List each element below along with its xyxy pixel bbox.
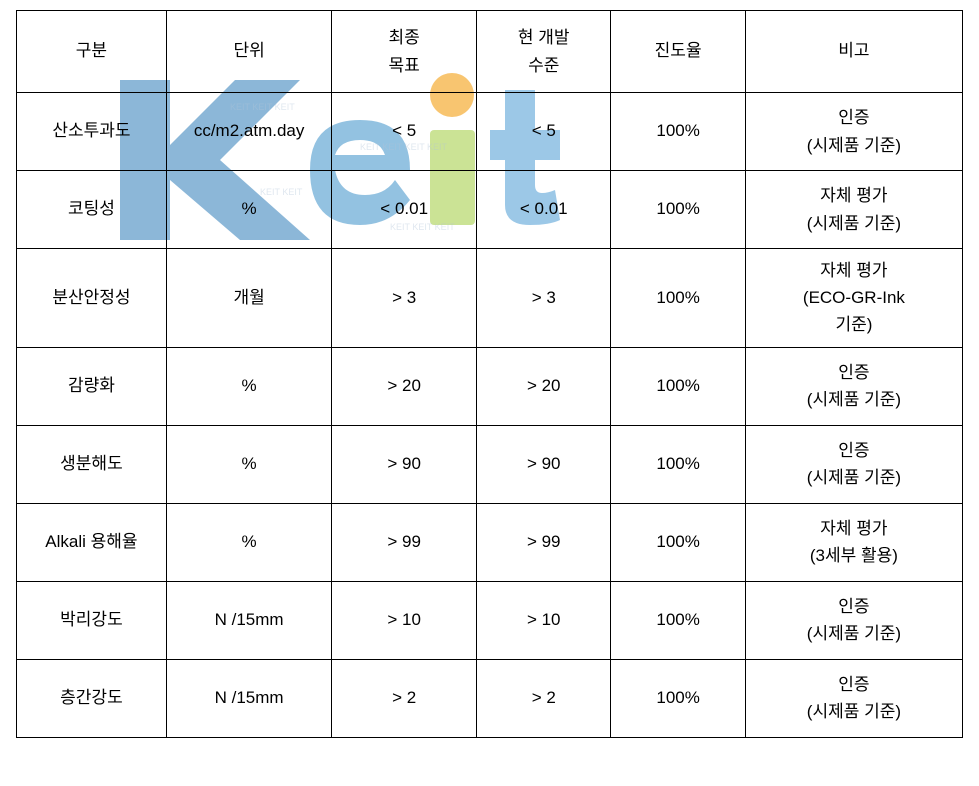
- cell-category: 층간강도: [17, 659, 167, 737]
- header-final-target-l1: 최종: [336, 24, 472, 51]
- cell-target: > 2: [332, 659, 477, 737]
- table-row: 코팅성 % < 0.01 < 0.01 100% 자체 평가 (시제품 기준): [17, 171, 963, 249]
- cell-unit: %: [166, 171, 331, 249]
- header-final-target: 최종 목표: [332, 11, 477, 93]
- table-body: 산소투과도 cc/m2.atm.day < 5 < 5 100% 인증 (시제품…: [17, 93, 963, 738]
- cell-category: 생분해도: [17, 425, 167, 503]
- cell-current: < 5: [477, 93, 611, 171]
- cell-category: Alkali 용해율: [17, 503, 167, 581]
- table-row: 감량화 % > 20 > 20 100% 인증 (시제품 기준): [17, 347, 963, 425]
- remark-l2: (3세부 활용): [750, 542, 958, 569]
- header-category: 구분: [17, 11, 167, 93]
- cell-unit: %: [166, 347, 331, 425]
- header-current-dev: 현 개발 수준: [477, 11, 611, 93]
- table-row: Alkali 용해율 % > 99 > 99 100% 자체 평가 (3세부 활…: [17, 503, 963, 581]
- cell-current: < 0.01: [477, 171, 611, 249]
- table-header-row: 구분 단위 최종 목표 현 개발 수준 진도율 비고: [17, 11, 963, 93]
- cell-unit: 개월: [166, 249, 331, 348]
- cell-category: 산소투과도: [17, 93, 167, 171]
- header-remark: 비고: [745, 11, 962, 93]
- remark-l2: (시제품 기준): [750, 464, 958, 491]
- remark-l1: 자체 평가: [750, 182, 958, 209]
- cell-target: > 90: [332, 425, 477, 503]
- header-current-dev-l2: 수준: [481, 52, 606, 79]
- cell-current: > 3: [477, 249, 611, 348]
- cell-current: > 90: [477, 425, 611, 503]
- cell-target: < 5: [332, 93, 477, 171]
- header-unit: 단위: [166, 11, 331, 93]
- remark-l1: 자체 평가: [750, 257, 958, 284]
- cell-target: < 0.01: [332, 171, 477, 249]
- remark-l2: (ECO-GR-Ink: [750, 284, 958, 311]
- cell-remark: 자체 평가 (3세부 활용): [745, 503, 962, 581]
- data-table: 구분 단위 최종 목표 현 개발 수준 진도율 비고 산소투과도 cc/m2.a…: [16, 10, 963, 738]
- cell-progress: 100%: [611, 425, 745, 503]
- cell-unit: %: [166, 425, 331, 503]
- remark-l2: (시제품 기준): [750, 210, 958, 237]
- remark-l2: (시제품 기준): [750, 386, 958, 413]
- cell-target: > 99: [332, 503, 477, 581]
- cell-remark: 자체 평가 (ECO-GR-Ink 기준): [745, 249, 962, 348]
- cell-unit: %: [166, 503, 331, 581]
- cell-progress: 100%: [611, 581, 745, 659]
- cell-unit: N /15mm: [166, 659, 331, 737]
- table-row: 생분해도 % > 90 > 90 100% 인증 (시제품 기준): [17, 425, 963, 503]
- remark-l3: 기준): [750, 311, 958, 338]
- cell-category: 코팅성: [17, 171, 167, 249]
- cell-category: 박리강도: [17, 581, 167, 659]
- cell-remark: 자체 평가 (시제품 기준): [745, 171, 962, 249]
- cell-progress: 100%: [611, 503, 745, 581]
- table-row: 분산안정성 개월 > 3 > 3 100% 자체 평가 (ECO-GR-Ink …: [17, 249, 963, 348]
- remark-l2: (시제품 기준): [750, 132, 958, 159]
- cell-current: > 20: [477, 347, 611, 425]
- remark-l1: 인증: [750, 593, 958, 620]
- cell-progress: 100%: [611, 659, 745, 737]
- cell-target: > 3: [332, 249, 477, 348]
- cell-category: 분산안정성: [17, 249, 167, 348]
- header-progress: 진도율: [611, 11, 745, 93]
- cell-category: 감량화: [17, 347, 167, 425]
- cell-remark: 인증 (시제품 기준): [745, 581, 962, 659]
- remark-l1: 자체 평가: [750, 515, 958, 542]
- cell-remark: 인증 (시제품 기준): [745, 93, 962, 171]
- cell-target: > 20: [332, 347, 477, 425]
- remark-l1: 인증: [750, 437, 958, 464]
- cell-current: > 99: [477, 503, 611, 581]
- table-row: 층간강도 N /15mm > 2 > 2 100% 인증 (시제품 기준): [17, 659, 963, 737]
- table-row: 산소투과도 cc/m2.atm.day < 5 < 5 100% 인증 (시제품…: [17, 93, 963, 171]
- data-table-container: 구분 단위 최종 목표 현 개발 수준 진도율 비고 산소투과도 cc/m2.a…: [16, 10, 963, 738]
- cell-progress: 100%: [611, 249, 745, 348]
- header-final-target-l2: 목표: [336, 52, 472, 79]
- cell-progress: 100%: [611, 347, 745, 425]
- cell-progress: 100%: [611, 171, 745, 249]
- remark-l2: (시제품 기준): [750, 620, 958, 647]
- remark-l1: 인증: [750, 104, 958, 131]
- cell-remark: 인증 (시제품 기준): [745, 347, 962, 425]
- cell-remark: 인증 (시제품 기준): [745, 425, 962, 503]
- remark-l1: 인증: [750, 671, 958, 698]
- cell-current: > 10: [477, 581, 611, 659]
- header-current-dev-l1: 현 개발: [481, 24, 606, 51]
- cell-progress: 100%: [611, 93, 745, 171]
- cell-unit: cc/m2.atm.day: [166, 93, 331, 171]
- remark-l2: (시제품 기준): [750, 698, 958, 725]
- cell-remark: 인증 (시제품 기준): [745, 659, 962, 737]
- cell-current: > 2: [477, 659, 611, 737]
- cell-target: > 10: [332, 581, 477, 659]
- table-row: 박리강도 N /15mm > 10 > 10 100% 인증 (시제품 기준): [17, 581, 963, 659]
- remark-l1: 인증: [750, 359, 958, 386]
- cell-unit: N /15mm: [166, 581, 331, 659]
